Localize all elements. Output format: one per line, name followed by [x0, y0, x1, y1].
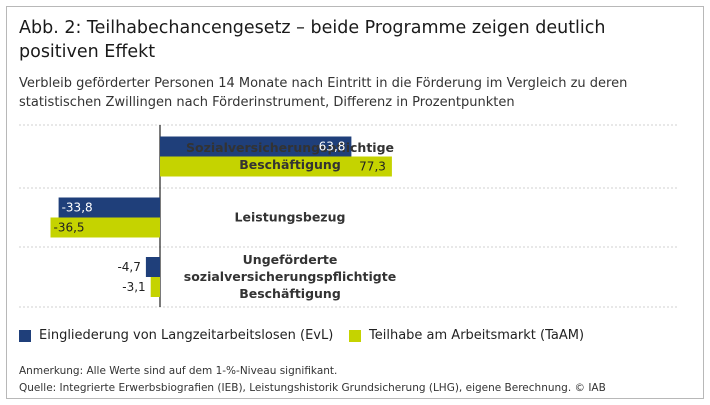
category-label-2-line-0: Ungeförderte [243, 252, 338, 267]
legend-label-taam: Teilhabe am Arbeitsmarkt (TaAM) [369, 328, 585, 343]
value-label-s1-c0: 77,3 [359, 160, 386, 174]
chart-subtitle: Verbleib geförderter Personen 14 Monate … [19, 76, 628, 110]
category-labels: Sozialversicherungspflichtige Beschäftigu… [184, 140, 396, 301]
value-label-s1-c2: -3,1 [122, 280, 145, 294]
legend-swatch-evl [19, 329, 31, 342]
bar-s0-c0 [160, 136, 352, 157]
value-label-s0-c0: 63,8 [319, 140, 346, 154]
category-label-0-line-1: Beschäftigung [239, 157, 341, 172]
chart-note: Anmerkung: Alle Werte sind auf dem 1-%-N… [19, 365, 338, 377]
chart-bars [50, 136, 392, 297]
category-label-2-line-2: Beschäftigung [239, 286, 341, 301]
category-label-1-line-0: Leistungsbezug [235, 210, 346, 225]
legend-label-evl: Eingliederung von Langzeitarbeitslosen (… [39, 328, 334, 343]
bar-s0-c1 [58, 197, 160, 218]
chart-legend: Eingliederung von Langzeitarbeitslosen (… [19, 328, 699, 346]
value-labels: 63,8 77,3 -33,8 -36,5 -4,7 -3,1 [54, 140, 386, 295]
bar-s1-c2 [150, 277, 160, 297]
bar-s1-c0 [160, 156, 392, 177]
chart-title: Abb. 2: Teilhabechancengesetz – beide Pr… [19, 18, 606, 62]
legend-swatch-taam [349, 329, 361, 342]
chart-notes: Anmerkung: Alle Werte sind auf dem 1-%-N… [19, 363, 699, 397]
chart-source: Quelle: Integrierte Erwerbsbiografien (I… [19, 382, 606, 394]
value-label-s0-c1: -33,8 [62, 201, 93, 215]
category-label-2-line-1: sozialversicherungspflichtigte [184, 269, 396, 284]
value-label-s0-c2: -4,7 [117, 260, 140, 274]
chart-figure: Abb. 2: Teilhabechancengesetz – beide Pr… [6, 6, 704, 399]
legend-item-evl: Eingliederung von Langzeitarbeitslosen (… [19, 328, 333, 343]
legend-item-taam: Teilhabe am Arbeitsmarkt (TaAM) [349, 328, 584, 343]
value-label-s1-c1: -36,5 [54, 221, 85, 235]
bar-chart: Sozialversicherungspflichtige Beschäftigu… [19, 124, 679, 308]
bar-s0-c2 [145, 257, 160, 277]
bar-s1-c1 [50, 217, 160, 238]
category-label-0-line-0: Sozialversicherungspflichtige [186, 140, 394, 155]
